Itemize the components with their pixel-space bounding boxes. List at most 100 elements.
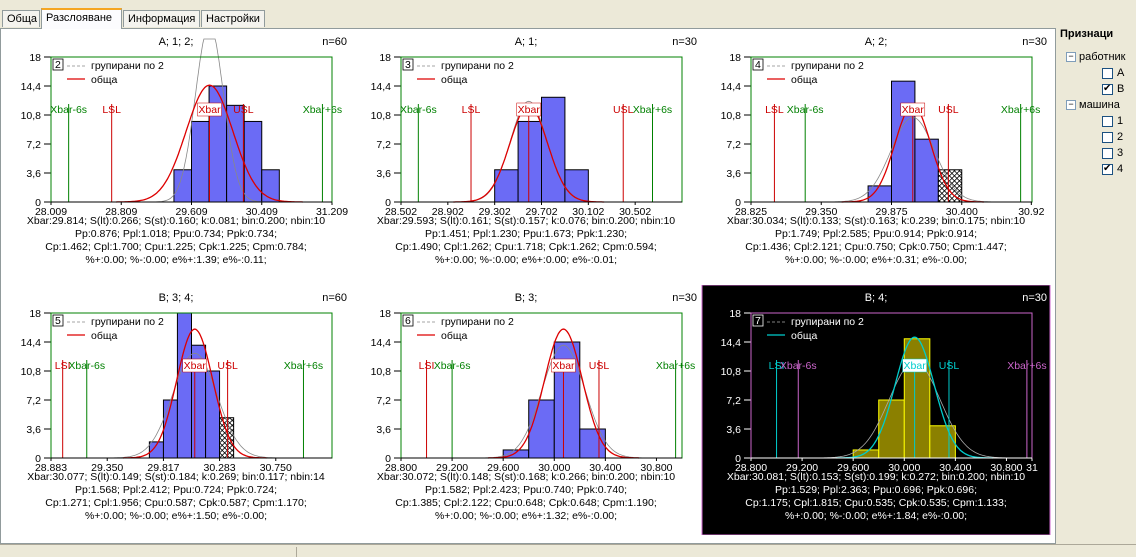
x-tick-label: 30.409 [246,206,278,218]
histogram-chart[interactable]: А; 1; n=30 18 14,4 10,8 7,2 3,6 0 28.502 28.902 29… [351,29,701,279]
statistics-line: Xbar:29.593; S(lt):0.161; S(st):0.157; k… [376,215,676,227]
y-tick-label: 18 [29,308,41,320]
reference-line-label: Xbar-6s [780,360,817,372]
reference-line-label: Xbar+6s [1001,104,1040,116]
reference-line-label: USL [589,360,610,372]
legend-label-overall: обща [441,74,467,86]
x-tick-label: 30.000 [888,462,920,474]
y-tick-label: 18 [729,52,741,64]
legend-label-overall: обща [91,330,117,342]
reference-line-label: LSL [765,104,784,116]
tree-item-machine-1[interactable]: 1 [1102,114,1123,128]
chart-index-box [402,58,414,71]
sample-size-label: n=30 [672,36,697,48]
status-bar [0,544,1136,557]
x-tick-label: 29.350 [91,462,123,474]
y-tick-label: 7,2 [376,139,391,151]
x-tick-label: 28.502 [385,206,417,218]
x-tick-label: 30.000 [538,462,570,474]
y-tick-label: 14,4 [721,81,742,93]
statistics-line: %+:0.00; %-:0.00; e%+:1.84; e%-:0.00; [784,510,968,522]
tab-stratification[interactable]: Разслояване [41,8,122,29]
checkbox-icon[interactable] [1102,147,1113,159]
sample-size-label: n=60 [322,292,347,304]
statistics-line: %+:0.00; %-:0.00; e%+:0.00; e%-:0.01; [434,254,618,266]
tree-item-worker-a[interactable]: А [1102,66,1124,80]
y-tick-label: 14,4 [21,81,42,93]
reference-line-label: Xbar [552,360,575,372]
histogram-bar-out-of-spec [219,417,235,459]
chart-title: А; 1; 2; [159,36,194,48]
statistics-line: Cp:1.385; Cpl:2.122; Cpu:0.648; Cpk:0.64… [395,497,657,509]
tree-item-machine-4[interactable]: 4 [1102,162,1123,176]
grouped-distribution-curve [153,38,266,203]
reference-label-box [516,102,541,117]
collapse-icon[interactable]: − [1066,100,1076,111]
statistics-line: Pp:0.876; Ppl:1.018; Ppu:0.734; Ppk:0.73… [75,228,277,240]
legend-label-grouped: групирани по 2 [91,60,164,72]
y-tick-label: 0 [35,453,41,465]
checkbox-checked-icon[interactable] [1102,162,1113,176]
y-tick-label: 14,4 [371,81,392,93]
reference-line-label: LSI [419,360,435,372]
checkbox-icon[interactable] [1102,131,1113,143]
y-tick-label: 3,6 [726,424,741,436]
stratification-panel: А; 1; 2; n=60 18 14,4 10,8 7,2 3,6 0 28.009 28.80… [0,28,1056,544]
x-tick-label: 29.302 [479,206,511,218]
tree-group-worker[interactable]: − работник [1066,50,1125,64]
histogram-chart[interactable]: В; 3; n=30 18 14,4 10,8 7,2 3,6 0 28.800 29.200 29… [351,285,701,535]
checkbox-icon[interactable] [1102,115,1113,127]
sample-size-label: n=30 [1022,36,1047,48]
chart-index: 4 [755,59,761,71]
chart-index-box [402,314,414,327]
histogram-chart[interactable]: В; 4; n=30 18 14,4 10,8 7,2 3,6 0 28.800 29.200 29… [701,284,1051,536]
statistics-line: %+:0.00; %-:0.00; e%+:1.32; e%-:0.00; [434,510,618,522]
histogram-chart[interactable]: В; 3; 4; n=60 18 14,4 10,8 7,2 3,6 0 28.883 29.35… [1,285,351,535]
tree-item-label: 3 [1117,147,1124,159]
capability-statistics: Xbar:29.814; S(lt):0.266; S(st):0.160; k… [1,215,351,267]
statistics-line: Xbar:30.077; S(lt):0.149; S(st):0.184; k… [27,471,325,483]
x-tick-label: 28.883 [35,462,67,474]
tree-item-machine-2[interactable]: 2 [1102,130,1123,144]
x-tick-label: 30.102 [572,206,604,218]
histogram-bar [261,169,280,203]
y-tick-label: 0 [385,197,391,209]
histogram-bar [903,338,931,459]
histogram-bar [541,96,566,203]
sample-size-label: n=30 [1022,292,1047,304]
histogram-chart[interactable]: А; 1; 2; n=60 18 14,4 10,8 7,2 3,6 0 28.009 28.80… [1,29,351,279]
tree-item-machine-3[interactable]: 3 [1102,146,1123,160]
y-tick-label: 3,6 [26,168,41,180]
chart-index-box [752,58,764,71]
y-tick-label: 10,8 [371,366,392,378]
tab-general[interactable]: Обща [2,10,40,27]
collapse-icon[interactable]: − [1066,52,1076,63]
legend-label-overall: обща [791,74,817,86]
reference-line-label: USL [613,104,634,116]
x-tick-label: 29.609 [175,206,207,218]
tree-item-worker-b[interactable]: В [1102,82,1124,96]
x-tick-label: 29.817 [147,462,179,474]
tab-settings[interactable]: Настройки [201,10,265,27]
hatch-pattern [938,169,962,202]
statistics-line: Cp:1.271; Cpl:1.956; Cpu:0.587; Cpk:0.58… [45,497,307,509]
histogram-bar [205,370,221,459]
chart-index-box [752,314,764,327]
checkbox-checked-icon[interactable] [1102,82,1113,96]
x-tick-label: 29.600 [487,462,519,474]
statistics-line: Xbar:29.814; S(lt):0.266; S(st):0.160; k… [26,215,326,227]
tree-group-machine[interactable]: − машина [1066,98,1120,112]
y-tick-label: 3,6 [726,168,741,180]
histogram-chart[interactable]: А; 2; n=30 18 14,4 10,8 7,2 3,6 0 28.825 29.350 29… [701,29,1051,279]
tab-information[interactable]: Информация [123,10,200,27]
x-tick-label: 30.283 [203,462,235,474]
x-tick-label: 30.400 [589,462,621,474]
statistics-line: Xbar:30.072; S(lt):0.148; S(st):0.168; k… [376,471,676,483]
checkbox-icon[interactable] [1102,67,1113,79]
chart-title: В; 4; [865,292,888,304]
capability-statistics: Xbar:29.593; S(lt):0.161; S(st):0.157; k… [351,215,701,267]
capability-statistics: Xbar:30.081; S(lt):0.153; S(st):0.199; k… [701,471,1051,523]
reference-line-label: Xbar-6s [400,104,437,116]
chart-index: 3 [405,59,411,71]
overall-distribution-curve [116,84,303,203]
